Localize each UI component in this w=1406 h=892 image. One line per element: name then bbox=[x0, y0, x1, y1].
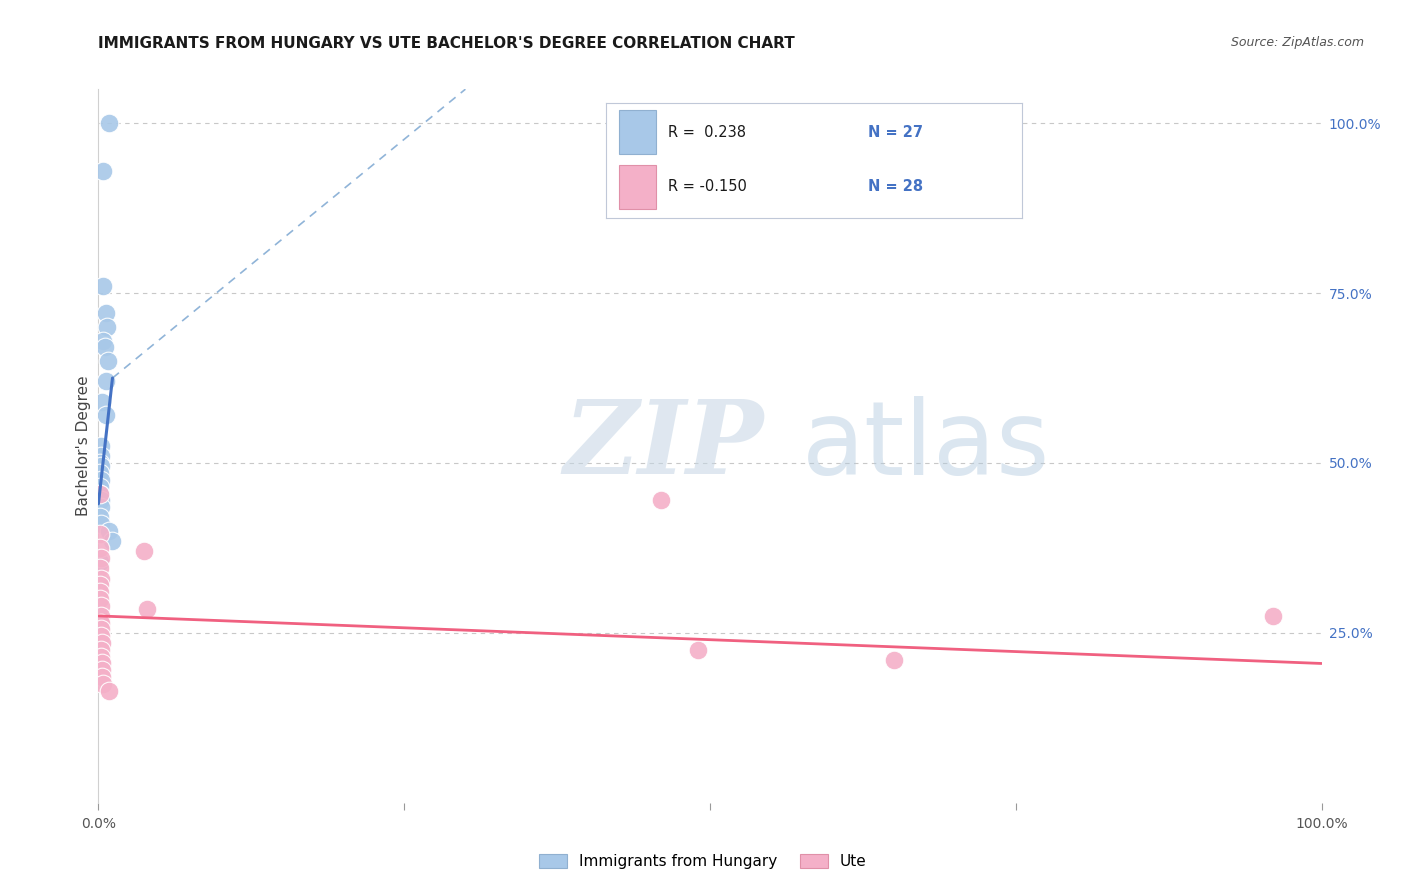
Point bbox=[91, 636, 114, 650]
Point bbox=[90, 629, 112, 643]
Point bbox=[90, 608, 112, 623]
Point bbox=[98, 683, 121, 698]
Point bbox=[90, 517, 112, 532]
Point bbox=[101, 534, 124, 549]
Point bbox=[650, 493, 672, 508]
Point bbox=[91, 677, 114, 691]
Point bbox=[93, 341, 115, 355]
Point bbox=[90, 551, 112, 566]
Point bbox=[89, 486, 111, 500]
Point bbox=[89, 591, 111, 606]
Point bbox=[89, 541, 111, 555]
Text: atlas: atlas bbox=[801, 395, 1050, 497]
Text: IMMIGRANTS FROM HUNGARY VS UTE BACHELOR'S DEGREE CORRELATION CHART: IMMIGRANTS FROM HUNGARY VS UTE BACHELOR'… bbox=[98, 36, 796, 51]
Point bbox=[90, 459, 112, 474]
Point bbox=[90, 473, 112, 487]
Point bbox=[89, 480, 111, 494]
Point bbox=[686, 643, 709, 657]
Point bbox=[90, 439, 112, 453]
Point bbox=[89, 486, 111, 500]
Y-axis label: Bachelor's Degree: Bachelor's Degree bbox=[76, 376, 91, 516]
Point bbox=[89, 555, 111, 569]
Point bbox=[91, 657, 114, 671]
Legend: Immigrants from Hungary, Ute: Immigrants from Hungary, Ute bbox=[533, 847, 873, 875]
Point bbox=[883, 653, 905, 667]
Point bbox=[89, 466, 111, 480]
Point bbox=[91, 394, 114, 409]
Point bbox=[91, 670, 114, 684]
Point bbox=[94, 375, 117, 389]
Point bbox=[91, 663, 114, 677]
Point bbox=[91, 163, 114, 178]
Point bbox=[91, 279, 114, 293]
Text: ZIP: ZIP bbox=[564, 397, 763, 495]
Point bbox=[136, 602, 159, 616]
Point bbox=[90, 643, 112, 657]
Point bbox=[90, 615, 112, 630]
Point bbox=[96, 320, 118, 334]
Point bbox=[90, 599, 112, 613]
Point bbox=[89, 574, 111, 589]
Point bbox=[90, 572, 112, 586]
Point bbox=[90, 449, 112, 463]
Point bbox=[1261, 608, 1284, 623]
Point bbox=[89, 578, 111, 592]
Point bbox=[90, 623, 112, 637]
Point bbox=[89, 561, 111, 575]
Point bbox=[90, 500, 112, 515]
Text: Source: ZipAtlas.com: Source: ZipAtlas.com bbox=[1230, 36, 1364, 49]
Point bbox=[132, 544, 155, 558]
Point bbox=[94, 409, 117, 423]
Point bbox=[90, 649, 112, 664]
Point bbox=[94, 306, 117, 320]
Point bbox=[89, 456, 111, 470]
Point bbox=[89, 527, 111, 541]
Point bbox=[89, 585, 111, 599]
Point bbox=[98, 116, 121, 130]
Point bbox=[89, 510, 111, 524]
Point bbox=[90, 493, 112, 508]
Point bbox=[98, 524, 121, 538]
Point bbox=[97, 354, 120, 368]
Point bbox=[91, 334, 114, 348]
